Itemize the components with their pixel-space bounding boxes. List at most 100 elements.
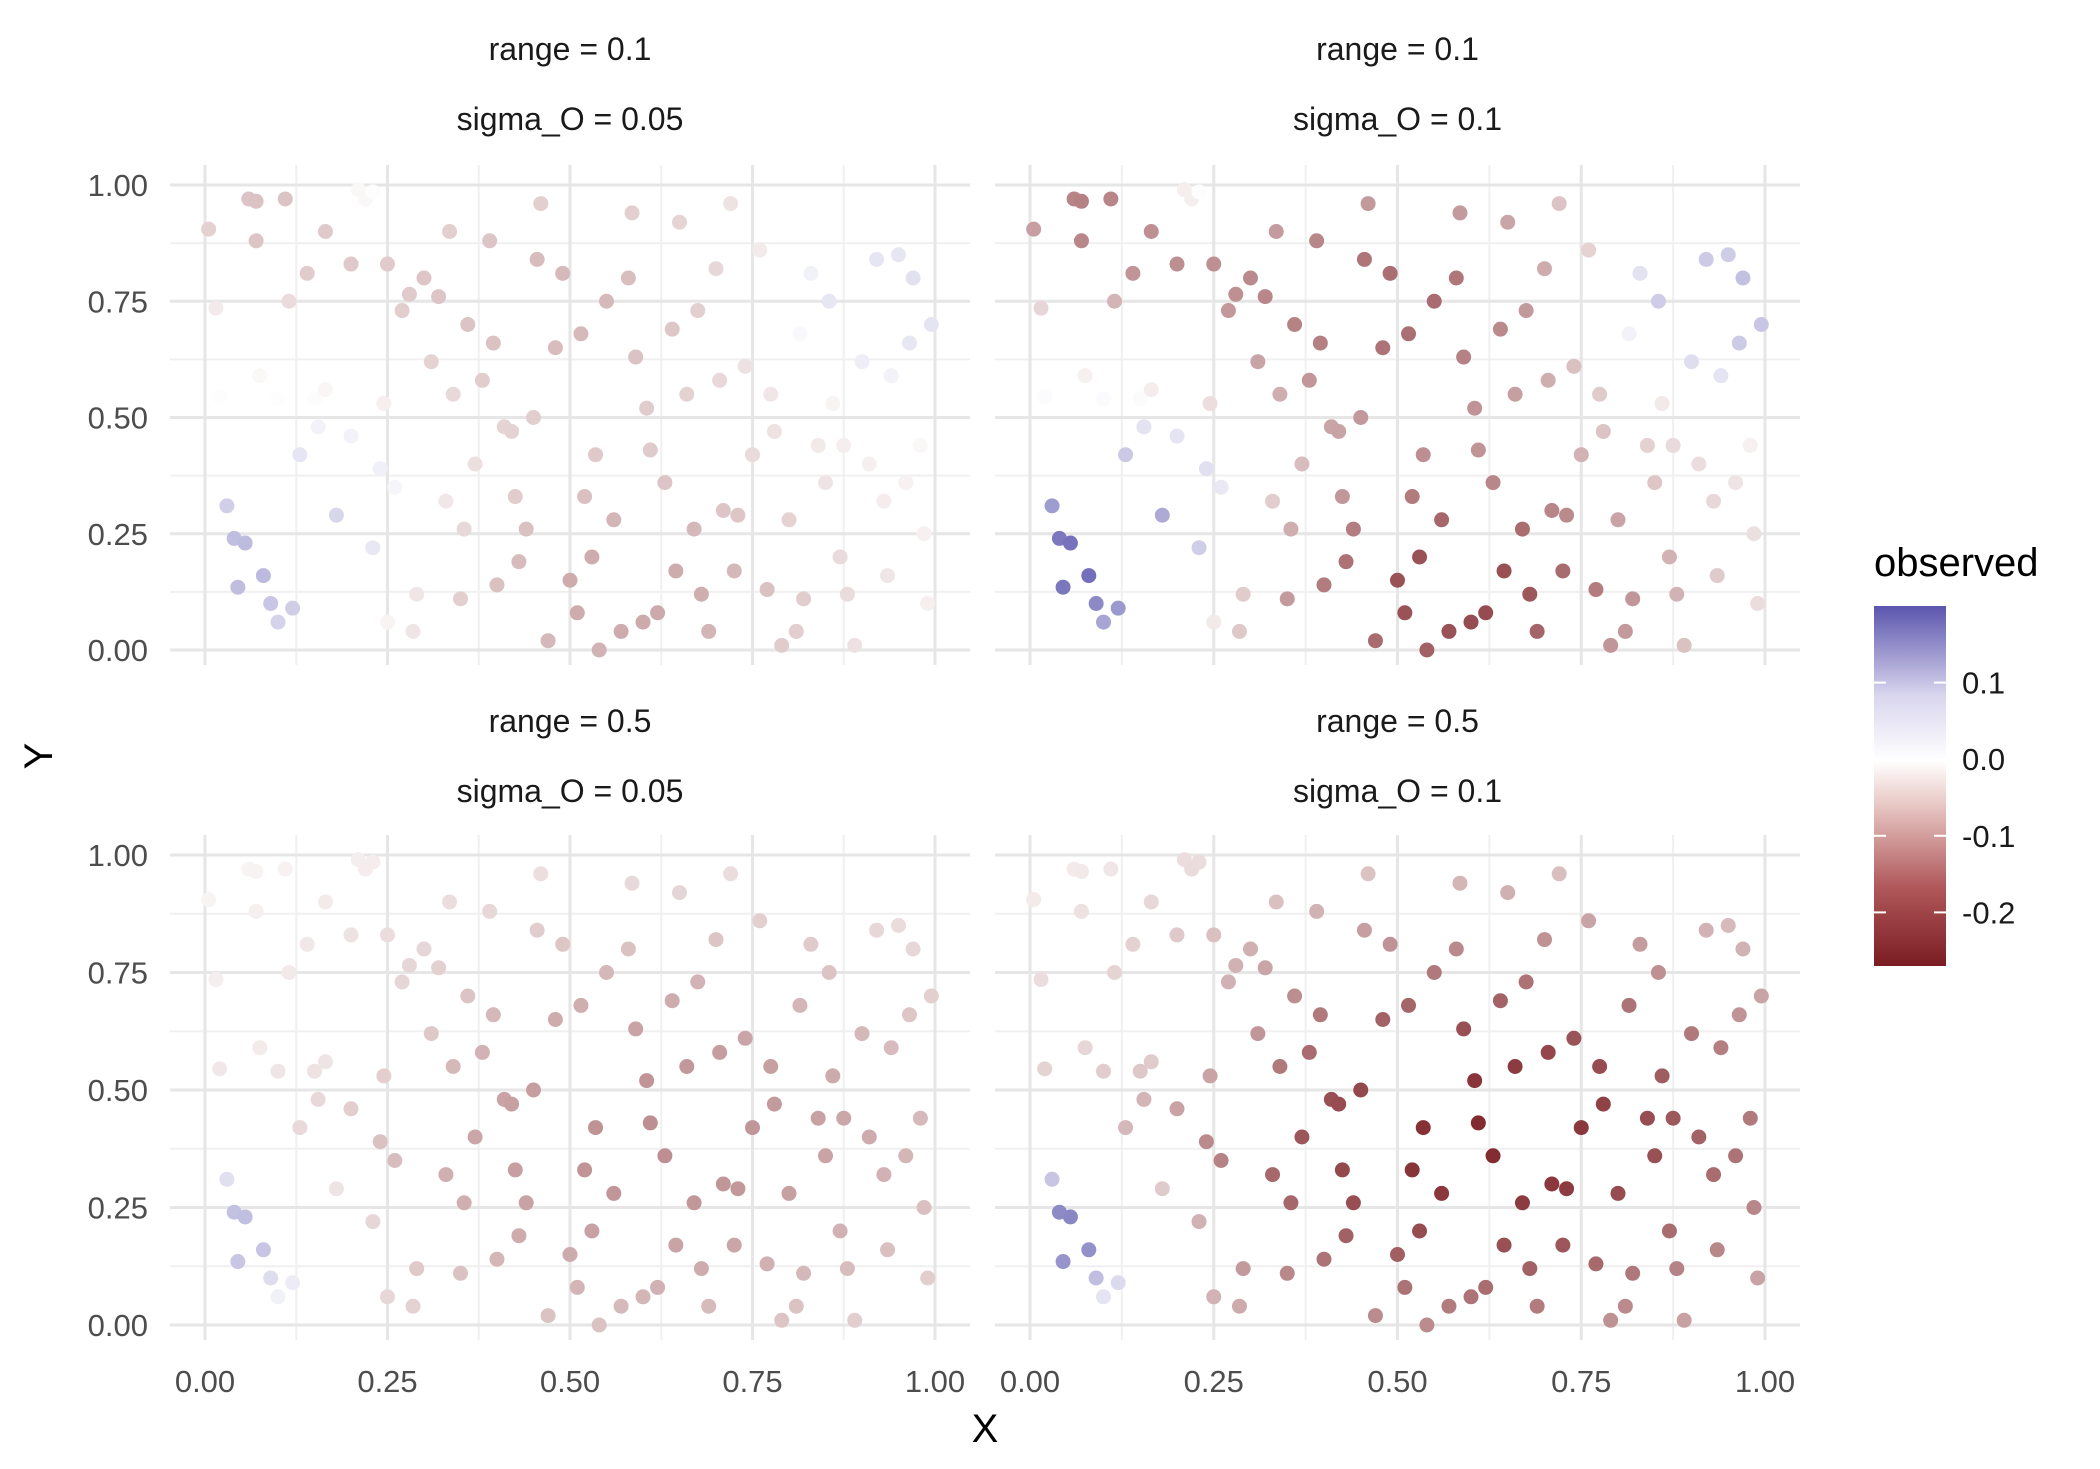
data-point [723,196,739,212]
data-point [883,368,899,384]
data-point [1312,335,1328,351]
data-point [1485,1148,1501,1164]
data-point [1073,233,1089,249]
data-point [431,960,447,976]
data-point [507,1162,523,1178]
data-point [883,1040,899,1056]
data-point [1639,437,1655,453]
data-point [891,247,906,263]
data-point [1728,1148,1744,1164]
data-point [639,400,655,416]
legend-tick-label: 0.0 [1962,742,2005,777]
data-point [201,221,217,237]
data-point [1731,335,1747,351]
data-point [1654,396,1670,412]
data-point [1301,372,1317,388]
data-point [1390,1247,1405,1262]
data-point [1404,1162,1420,1178]
data-point [1154,1181,1170,1197]
data-point [376,396,392,412]
x-tick-label: 0.50 [540,1364,600,1399]
data-point [569,605,585,621]
data-point [453,1265,468,1281]
data-point [299,265,315,281]
data-point [1401,997,1417,1013]
data-point [1746,526,1762,542]
data-point [1235,586,1251,602]
data-point [1731,1007,1747,1023]
data-point [759,582,775,598]
data-point [1279,1265,1295,1281]
data-point [766,1096,782,1112]
data-point [1331,1096,1347,1112]
data-point [416,941,432,957]
data-point [1617,623,1633,639]
data-point [1753,317,1769,332]
data-point [270,391,286,407]
data-point [1456,1021,1472,1037]
data-point [1143,1054,1159,1070]
data-point [1544,1176,1560,1192]
data-point [628,349,644,365]
y-tick-label: 0.25 [88,517,148,552]
x-tick-label: 0.25 [357,1364,417,1399]
data-point [482,903,498,919]
data-point [237,535,253,551]
data-point [1661,1223,1677,1239]
data-point [1062,1209,1078,1225]
data-point [726,1237,742,1253]
data-point [474,372,490,388]
data-point [394,974,410,990]
data-point [591,1317,607,1333]
data-point [606,1185,622,1201]
data-point [230,1254,246,1270]
data-point [281,293,297,309]
data-point [1676,637,1692,653]
data-point [1353,1082,1369,1098]
data-point [891,918,906,933]
data-point [901,335,917,351]
data-point [774,1312,790,1328]
data-point [1456,349,1472,365]
data-point [1617,1298,1633,1314]
data-point [1136,1091,1152,1107]
data-point [876,493,892,509]
data-point [854,354,870,370]
data-point [1650,293,1666,309]
data-point [219,498,235,514]
data-point [343,256,359,272]
data-point [1750,1270,1766,1286]
legend-ticks: 0.1 0.0 -0.1 -0.2 [1874,666,2015,930]
data-point [821,293,837,309]
data-point [916,1200,932,1215]
data-point [1470,1115,1486,1131]
data-point [1096,1289,1111,1305]
data-point [1191,540,1207,556]
data-point [1467,400,1483,416]
data-point [1118,447,1134,463]
data-point [504,423,520,439]
legend-colorbar [1874,606,1946,966]
data-point [1478,1279,1494,1295]
data-point [1426,293,1442,309]
data-point [1592,386,1608,402]
data-point [1279,591,1295,607]
data-point [1250,354,1266,370]
facet-strip-sigma: sigma_O = 0.05 [457,101,684,137]
data-point [1551,866,1567,882]
data-point [1294,1129,1310,1145]
data-point [1287,317,1303,332]
data-point [1062,535,1078,551]
data-point [1709,1242,1725,1258]
data-point [606,512,622,528]
data-point [686,521,702,537]
data-point [912,1110,928,1126]
data-point [1698,922,1714,938]
data-point [1684,354,1699,370]
data-point [489,577,505,593]
data-point [599,293,614,309]
y-axis-title: Y [17,743,61,770]
data-point [1169,927,1185,943]
data-point [1566,358,1582,374]
data-point [456,521,472,537]
